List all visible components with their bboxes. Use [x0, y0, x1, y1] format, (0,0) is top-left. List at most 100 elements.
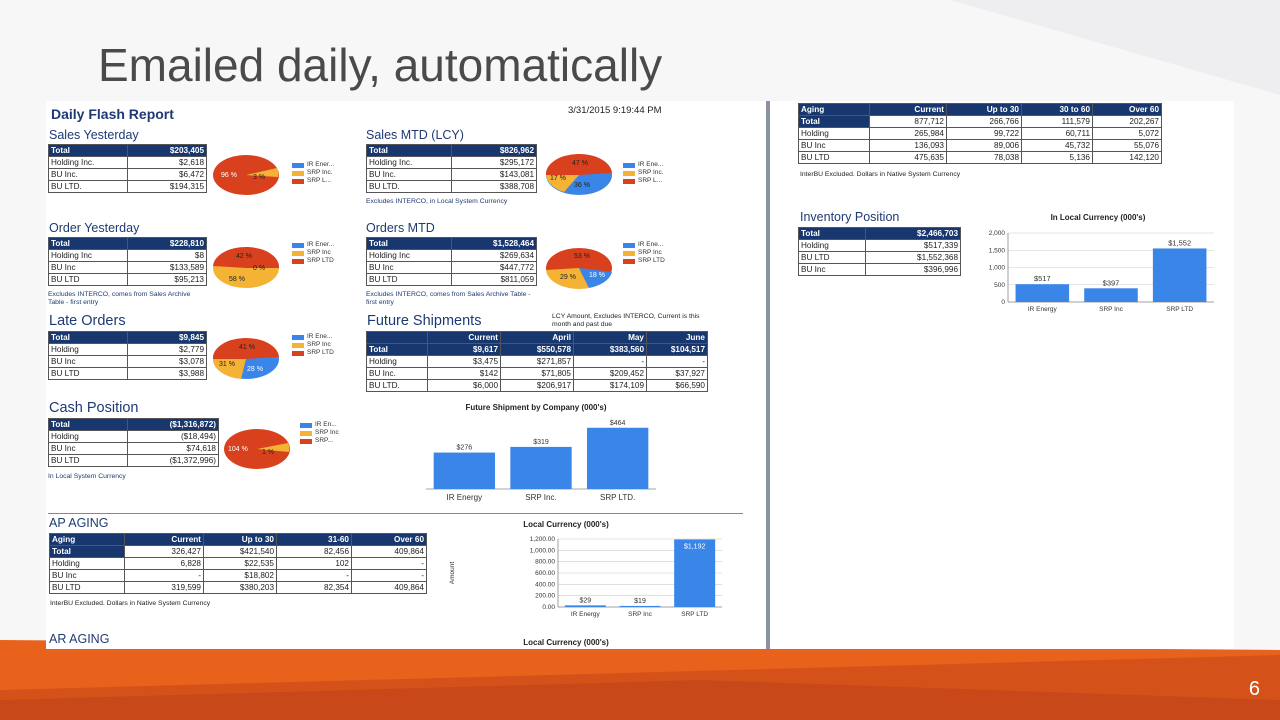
y-tick-label: 1,000.00 [530, 547, 556, 554]
pie-label: 18 % [589, 272, 605, 279]
pie-label: 28 % [247, 366, 263, 373]
aging-note: InterBU Excluded. Dollars in Native Syst… [800, 171, 961, 178]
pie-label: 36 % [574, 182, 590, 189]
daily-flash-report-continued: Aging Current Up to 30 30 to 60 Over 60 Tota… [774, 101, 1234, 649]
ap-aging-title: AP AGING [49, 516, 109, 530]
cash-position-title: Cash Position [49, 400, 139, 416]
y-tick-label: 0 [1001, 299, 1005, 306]
category-label: SRP LTD [1166, 306, 1193, 313]
sales-yesterday-table: Total $203,405 Holding Inc. $2,618 BU Inc.… [48, 144, 207, 193]
ap-aging-note: InterBU Excluded. Dollars in Native Syst… [50, 600, 211, 607]
aging-table: Aging Current Up to 30 30 to 60 Over 60 Tota… [798, 103, 1162, 164]
orders-mtd-table: Total $1,528,464 Holding Inc $269,634 BU I… [366, 237, 537, 286]
bar [1015, 284, 1070, 302]
orders-mtd-legend: IR Ene... SRP Inc SRP LTD [623, 241, 665, 265]
ar-aging-title: AR AGING [49, 632, 110, 646]
y-tick-label: 400.00 [535, 581, 555, 588]
late-orders-legend: IR Ene... SRP Inc SRP LTD [292, 333, 334, 357]
orders-mtd-pie: 53 % 29 % 18 % [546, 248, 612, 289]
future-shipments-table: Current April May June Total $9,617 $550,578 $… [366, 331, 708, 392]
pie-label: 17 % [550, 175, 566, 182]
data-label: $464 [610, 420, 626, 427]
pie-label: 0 % [253, 265, 265, 272]
sales-yesterday-pie: 96 % 3 % [213, 155, 279, 195]
y-tick-label: 1,500 [989, 247, 1006, 254]
pie-label: 104 % [228, 446, 248, 453]
data-label: $276 [457, 445, 473, 452]
late-orders-title: Late Orders [49, 313, 126, 329]
pie-label: 29 % [560, 274, 576, 281]
pie-label: 42 % [236, 253, 252, 260]
category-label: SRP LTD. [600, 493, 635, 502]
local-currency-chart-title: Local Currency (000's) [523, 520, 609, 529]
category-label: SRP Inc [628, 611, 652, 618]
page-number: 6 [1248, 678, 1260, 700]
order-yesterday-table: Total $228,810 Holding Inc $8 BU Inc $133,5… [48, 237, 207, 286]
pie-label: 1 % [262, 449, 274, 456]
report-timestamp: 3/31/2015 9:19:44 PM [568, 105, 662, 116]
future-shipment-chart-title: Future Shipment by Company (000's) [465, 403, 607, 412]
local-currency-chart: 0.00 200.00 400.00 600.00 800.00 1,000.00 1,20… [449, 536, 722, 618]
sales-mtd-legend: IR Ene... SRP Inc. SRP L... [623, 161, 664, 185]
data-label: $1,552 [1168, 238, 1191, 247]
report-separator [764, 101, 774, 649]
y-tick-label: 200.00 [535, 593, 555, 600]
pie-label: 53 % [574, 253, 590, 260]
cash-position-legend: IR En... SRP Inc SRP... [300, 421, 339, 445]
category-label: SRP Inc [1099, 306, 1123, 313]
data-label: $319 [533, 439, 549, 446]
y-tick-label: 1,000 [989, 265, 1006, 272]
category-label: IR Energy [1028, 306, 1058, 313]
pie-label: 47 % [572, 160, 588, 167]
category-label: SRP Inc. [525, 493, 556, 502]
pie-label: 96 % [221, 172, 237, 179]
category-label: SRP LTD [681, 611, 708, 618]
divider [48, 513, 743, 514]
bar [510, 446, 572, 489]
bar [1084, 288, 1138, 302]
order-yesterday-note: Excludes INTERCO, comes from Sales Archi… [48, 291, 191, 306]
pie-label: 41 % [239, 344, 255, 351]
ar-chart-title: Local Currency (000's) [523, 638, 609, 647]
sales-yesterday-title: Sales Yesterday [49, 128, 139, 142]
order-yesterday-pie: 42 % 0 % 58 % [213, 246, 280, 288]
sales-yesterday-legend: IR Ener... SRP Inc. SRP L... [292, 161, 334, 185]
data-label: $19 [634, 598, 646, 605]
daily-flash-report: Daily Flash Report 3/31/2015 9:19:44 PM … [46, 101, 764, 649]
bar [564, 605, 606, 607]
cash-position-table: Total ($1,316,872) Holding ($18,494) BU In… [48, 418, 219, 467]
inventory-table: Total $2,466,703 Holding $517,339 BU LTD $1… [798, 227, 961, 276]
data-label: $1,192 [684, 543, 706, 550]
sales-mtd-note: Excludes INTERCO, in Local System Curren… [366, 198, 508, 205]
y-tick-label: 1,200.00 [530, 536, 556, 543]
y-tick-label: 2,000 [989, 230, 1006, 237]
y-tick-label: 800.00 [535, 559, 555, 566]
future-shipments-title: Future Shipments [367, 313, 482, 329]
future-shipment-chart: $276 IR Energy $319 SRP Inc. $464 SRP LTD. [426, 420, 656, 502]
category-label: IR Energy [447, 493, 483, 502]
bar [587, 427, 649, 489]
pie-label: 31 % [219, 361, 235, 368]
cash-position-pie: 104 % 1 % [224, 429, 290, 469]
y-tick-label: 0.00 [542, 604, 555, 611]
ap-aging-table: Aging Current Up to 30 31-60 Over 60 Total 32… [49, 533, 427, 594]
y-axis-label: Amount [449, 562, 456, 585]
order-yesterday-title: Order Yesterday [49, 221, 140, 235]
late-orders-pie: 41 % 31 % 28 % [212, 337, 279, 379]
report-title: Daily Flash Report [51, 106, 174, 122]
slide-title: Emailed daily, automatically [98, 39, 663, 91]
bar [674, 539, 716, 607]
order-yesterday-legend: IR Ener... SRP Inc SRP LTD [292, 241, 334, 265]
bar [619, 605, 661, 607]
inventory-position-title: Inventory Position [800, 210, 900, 224]
category-label: IR Energy [571, 611, 601, 618]
cash-position-note: In Local System Currency [48, 473, 126, 480]
orders-mtd-note: Excludes INTERCO, comes from Sales Archi… [366, 291, 531, 306]
pie-label: 58 % [229, 276, 245, 283]
orders-mtd-title: Orders MTD [366, 221, 435, 235]
y-tick-label: 500 [994, 282, 1005, 289]
pie-label: 3 % [253, 174, 265, 181]
sales-mtd-pie: 47 % 17 % 36 % [545, 153, 612, 195]
data-label: $29 [579, 597, 591, 604]
